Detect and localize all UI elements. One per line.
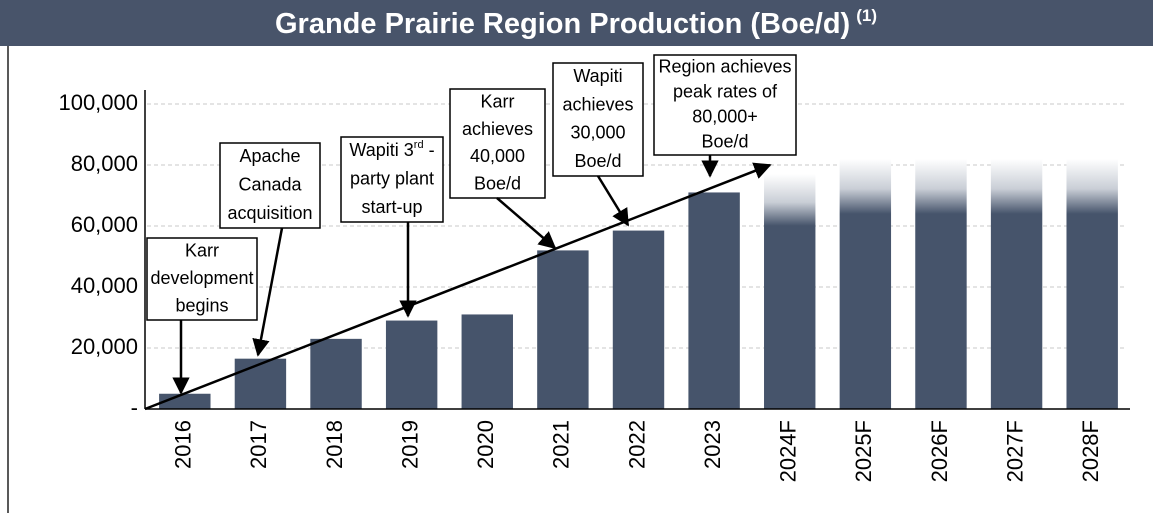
bar xyxy=(234,358,287,409)
annotation-text: acquisition xyxy=(227,203,312,223)
annotation-segment: achieves xyxy=(462,119,533,139)
annotation-segment: 40,000 xyxy=(470,146,525,166)
annotation-segment: rd xyxy=(414,139,424,151)
x-tick-label: 2023 xyxy=(700,420,725,469)
x-tick-label: 2028F xyxy=(1078,420,1103,482)
bar xyxy=(1066,158,1118,409)
annotation-segment: peak rates of xyxy=(673,81,778,101)
annotation-segment: Karr xyxy=(480,91,514,111)
y-tick-label: 100,000 xyxy=(58,90,138,115)
annotation-segment: Karr xyxy=(185,240,219,260)
bar xyxy=(688,192,740,409)
annotation-segment: development xyxy=(150,268,253,288)
title-text: Grande Prairie Region Production (Boe/d) xyxy=(275,8,850,40)
annotation-segment: start-up xyxy=(361,197,422,217)
annotation-text: Wapiti xyxy=(573,66,622,86)
trend-arrow xyxy=(144,162,772,411)
annotation-text: peak rates of xyxy=(673,81,778,101)
annotation-segment: Canada xyxy=(238,174,302,194)
annotation-text: Apache xyxy=(239,146,300,166)
annotation-arrow xyxy=(252,227,284,357)
annotation-segment: Region achieves xyxy=(658,56,791,76)
x-tick-label: 2017 xyxy=(246,420,271,469)
annotation-text: Karr xyxy=(480,91,514,111)
x-tick-label: 2018 xyxy=(322,420,347,469)
title-bar xyxy=(0,0,1153,46)
x-tick-label: 2024F xyxy=(776,420,801,482)
annotation-segment: 30,000 xyxy=(570,122,625,142)
y-tick-label: 20,000 xyxy=(71,334,138,359)
annotation-segment: begins xyxy=(175,295,228,315)
y-tick-label: 60,000 xyxy=(71,212,138,237)
x-tick-label: 2019 xyxy=(397,420,422,469)
bar xyxy=(990,158,1043,409)
bar xyxy=(839,158,892,409)
annotation-box xyxy=(340,136,444,223)
annotation-segment: 80,000+ xyxy=(692,106,758,126)
annotation-text: start-up xyxy=(361,197,422,217)
y-tick-label: 80,000 xyxy=(71,151,138,176)
annotation-segment: Apache xyxy=(239,146,300,166)
y-tick-label: 40,000 xyxy=(71,273,138,298)
annotation-text: party plant xyxy=(350,168,434,188)
annotation-text: achieves xyxy=(462,119,533,139)
annotation-segment: achieves xyxy=(562,94,633,114)
annotation-segment: Boe/d xyxy=(474,173,521,193)
x-tick-label: 2025F xyxy=(851,420,876,482)
bar xyxy=(537,250,589,409)
annotation-segment: Boe/d xyxy=(701,131,748,151)
annotation-segment: Boe/d xyxy=(574,151,621,171)
x-tick-label: 2021 xyxy=(549,420,574,469)
bar xyxy=(612,230,665,409)
annotation-text: 80,000+ xyxy=(692,106,758,126)
annotation-text: Region achieves xyxy=(658,56,791,76)
x-tick-label: 2027F xyxy=(1002,420,1027,482)
bar xyxy=(461,314,513,409)
x-tick-label: 2016 xyxy=(171,420,196,469)
annotation-segment: Wapiti 3 xyxy=(349,140,413,160)
annotation-text: development xyxy=(150,268,253,288)
annotation-segment: party plant xyxy=(350,168,434,188)
x-tick-label: 2020 xyxy=(473,420,498,469)
annotation-text: begins xyxy=(175,295,228,315)
bar xyxy=(764,174,816,409)
annotation-text: achieves xyxy=(562,94,633,114)
y-tick-label: - xyxy=(131,395,138,420)
annotation-text: 40,000 xyxy=(470,146,525,166)
bar xyxy=(915,158,967,409)
annotation-segment: - xyxy=(424,140,435,160)
annotation-text: 30,000 xyxy=(570,122,625,142)
x-tick-label: 2022 xyxy=(624,420,649,469)
annotation-box xyxy=(653,54,797,156)
annotation-segment: Wapiti xyxy=(573,66,622,86)
annotation-text: Wapiti 3rd - xyxy=(349,139,434,160)
annotation-box xyxy=(146,237,258,321)
annotation-arrow xyxy=(596,175,630,227)
annotation-box xyxy=(219,142,321,229)
annotation-text: Karr xyxy=(185,240,219,260)
bar xyxy=(385,320,438,409)
annotation-arrow xyxy=(496,197,557,250)
annotation-text: Boe/d xyxy=(474,173,521,193)
bar xyxy=(310,338,362,409)
annotation-text: Canada xyxy=(238,174,302,194)
chart-title: Grande Prairie Region Production (Boe/d)… xyxy=(275,6,877,39)
title-note: (1) xyxy=(856,6,877,25)
annotation-segment: acquisition xyxy=(227,203,312,223)
annotation-text: Boe/d xyxy=(701,131,748,151)
annotation-text: Boe/d xyxy=(574,151,621,171)
x-tick-label: 2026F xyxy=(927,420,952,482)
